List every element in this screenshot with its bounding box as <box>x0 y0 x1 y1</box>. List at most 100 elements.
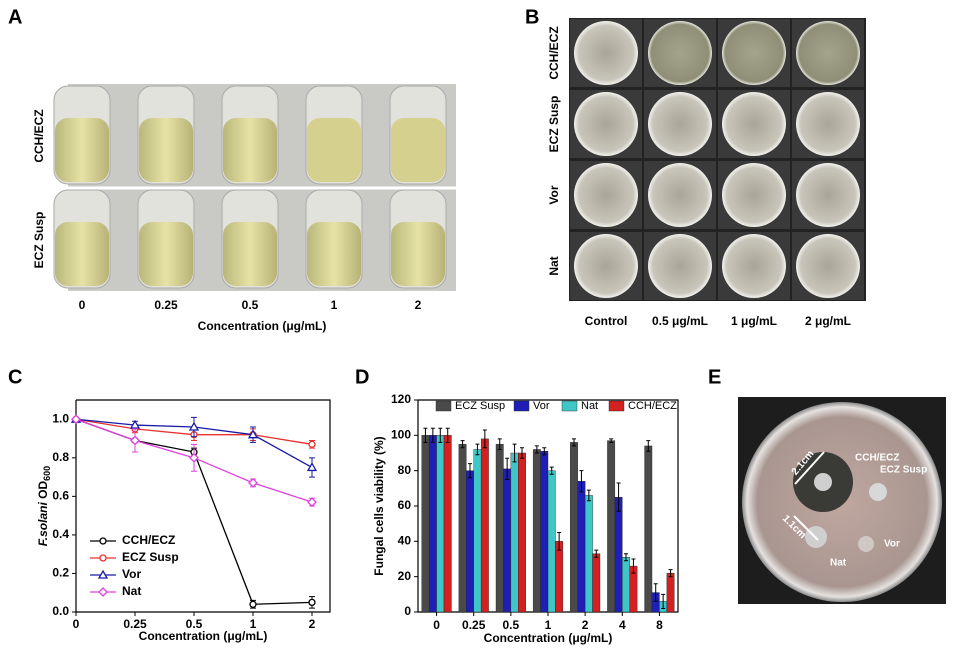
marker <box>129 419 141 429</box>
marker <box>247 429 259 439</box>
legend-swatch <box>435 400 452 412</box>
disc <box>869 483 887 501</box>
legend-label: ECZ Susp <box>122 550 179 564</box>
legend-label: CCH/ECZ <box>122 533 175 547</box>
y-tick-label: 1.0 <box>52 411 69 425</box>
bar <box>607 440 616 613</box>
y-tick-label: 120 <box>391 392 411 406</box>
error-bar <box>534 445 539 454</box>
bar <box>443 435 452 613</box>
y-tick-label: 0 <box>404 604 411 618</box>
bar <box>614 496 623 613</box>
petri-dish <box>796 21 860 85</box>
error-bar <box>512 443 517 463</box>
x-tick-label: 4 <box>619 618 626 632</box>
x-tick-label: 0.5 <box>503 618 520 632</box>
error-bar <box>668 569 673 578</box>
tube-liquid <box>307 118 361 182</box>
marker <box>249 600 257 608</box>
bar <box>547 470 556 613</box>
tube-liquid <box>139 222 193 286</box>
bar <box>421 435 430 613</box>
petri-dish <box>648 234 712 298</box>
marker <box>71 414 81 425</box>
error-bar <box>586 489 591 502</box>
petri-dish <box>574 21 638 85</box>
row-label: ECZ Susp <box>32 212 46 269</box>
bar <box>584 495 593 613</box>
column-label: 1 μg/mL <box>731 314 777 328</box>
legend-label: Nat <box>581 400 598 412</box>
legend-label: CCH/ECZ <box>628 400 677 412</box>
petri-dish <box>722 21 786 85</box>
row-label: CCH/ECZ <box>547 26 561 79</box>
error-bar <box>572 438 576 447</box>
disc <box>858 536 874 552</box>
bar <box>570 442 578 613</box>
y-tick-label: 0.2 <box>52 566 69 580</box>
error-bar <box>631 558 636 574</box>
marker <box>308 598 316 607</box>
error-bar <box>520 447 524 459</box>
column-label: 0.5 μg/mL <box>652 314 708 328</box>
error-bar <box>579 470 584 493</box>
petri-dish <box>722 92 786 156</box>
petri-dish <box>722 234 786 298</box>
photo-label: CCH/ECZ <box>855 453 899 464</box>
tube-liquid <box>391 118 445 182</box>
y-axis-label: Fungal cells viability (%) <box>372 436 386 575</box>
error-bar <box>445 427 450 443</box>
marker <box>98 587 108 597</box>
column-label: 0.25 <box>154 298 178 312</box>
tube-liquid <box>223 118 277 182</box>
error-bar <box>609 438 614 443</box>
marker <box>189 452 199 463</box>
column-label: 1 <box>331 298 338 312</box>
panel-e <box>738 397 946 604</box>
x-tick-label: 2 <box>582 618 589 632</box>
error-bar <box>482 429 487 449</box>
error-bar <box>542 447 547 456</box>
bar <box>532 449 541 613</box>
y-tick-label: 20 <box>398 569 412 583</box>
bar <box>592 553 601 613</box>
y-tick-label: 60 <box>398 498 412 512</box>
x-tick-label: 1 <box>250 617 257 631</box>
photo-label: Nat <box>830 558 847 569</box>
error-bar <box>430 427 435 443</box>
error-bar <box>661 593 666 609</box>
error-bar <box>624 553 628 562</box>
marker <box>99 537 107 545</box>
marker <box>248 477 258 488</box>
petri-dish <box>648 21 712 85</box>
petri-dish <box>796 163 860 227</box>
legend-label: Vor <box>533 400 550 412</box>
column-label: 0.5 <box>242 298 259 312</box>
y-axis-label-part: 600 <box>42 466 52 481</box>
panel-label: D <box>355 366 369 388</box>
legend-swatch <box>513 400 530 412</box>
legend-swatch <box>561 400 578 412</box>
petri-dish <box>722 163 786 227</box>
error-bar <box>549 466 554 475</box>
marker <box>307 497 317 508</box>
marker <box>97 569 109 579</box>
photo-label: ECZ Susp <box>880 465 927 476</box>
axis <box>75 399 331 613</box>
y-tick-label: 100 <box>391 428 411 442</box>
x-axis-label: Concentration (μg/mL) <box>484 631 613 645</box>
arrow <box>793 515 819 541</box>
column-label: 2 μg/mL <box>805 314 851 328</box>
petri-dish <box>796 92 860 156</box>
bar <box>622 557 630 613</box>
legend-label: Nat <box>122 584 141 598</box>
column-label: 0 <box>79 298 86 312</box>
y-tick-label: 0.4 <box>52 527 69 541</box>
x-tick-label: 1 <box>545 618 552 632</box>
x-axis-label: Concentration (μg/mL) <box>139 629 268 643</box>
bar <box>666 572 675 613</box>
x-tick-label: 0 <box>73 617 80 631</box>
bar <box>458 443 467 613</box>
error-bar <box>646 440 651 452</box>
